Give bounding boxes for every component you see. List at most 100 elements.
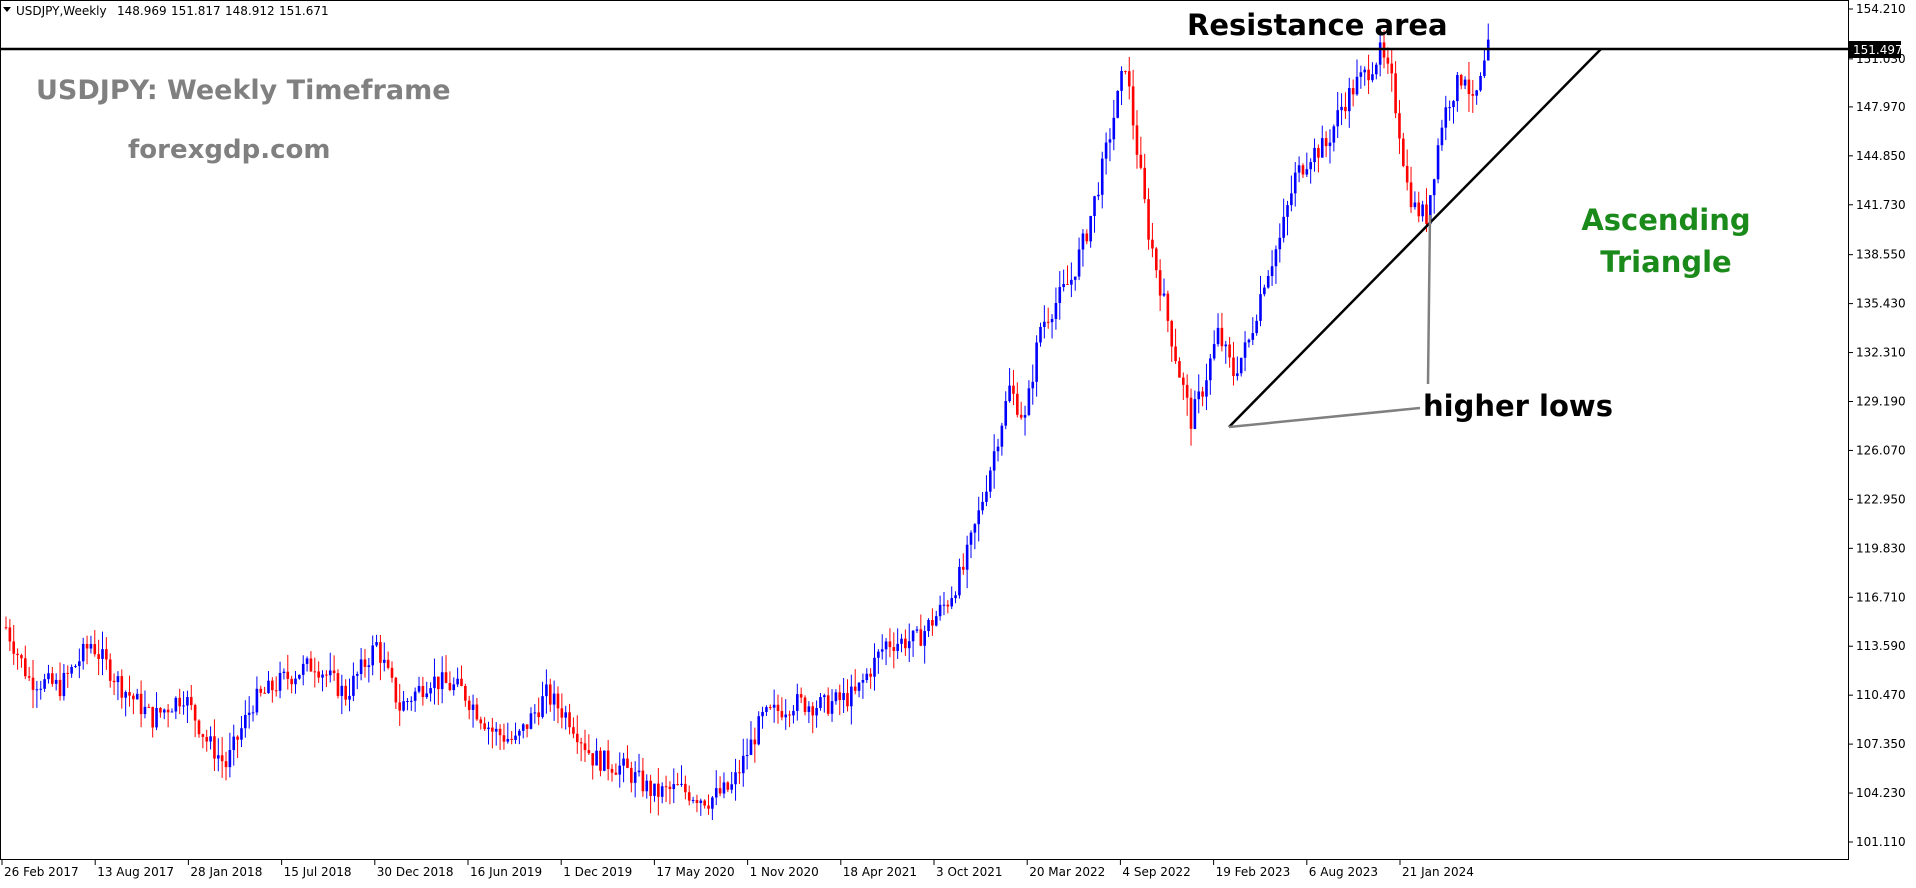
candle-body xyxy=(1286,205,1289,217)
x-tick-label: 20 Mar 2022 xyxy=(1029,865,1105,879)
candle-body xyxy=(1081,233,1085,250)
candle-body xyxy=(842,693,845,700)
candle-body xyxy=(892,647,896,651)
candle-body xyxy=(533,712,537,714)
symbol-dropdown-icon[interactable] xyxy=(3,7,11,12)
candle-body xyxy=(1459,74,1463,86)
candle-body xyxy=(1062,284,1065,288)
candle-body xyxy=(714,788,718,798)
candle-body xyxy=(1367,69,1370,81)
candle-body xyxy=(1236,373,1239,377)
candle-body xyxy=(417,686,421,692)
candle-body xyxy=(1039,326,1042,343)
candle-body xyxy=(8,627,12,642)
candle-body xyxy=(244,714,247,729)
candle-body xyxy=(189,697,193,706)
candle-body xyxy=(599,750,602,771)
candle-body xyxy=(240,728,243,740)
chart-title-watermark: USDJPY: Weekly Timeframe xyxy=(36,75,451,106)
candle-body xyxy=(1108,139,1112,143)
candle-body xyxy=(502,735,506,742)
candle-body xyxy=(43,679,46,689)
candle-body xyxy=(1278,237,1282,250)
candle-body xyxy=(108,659,112,681)
candle-body xyxy=(162,709,166,713)
candle-body xyxy=(1293,172,1297,194)
candle-body xyxy=(1432,179,1436,196)
y-tick-label: 141.730 xyxy=(1856,198,1906,212)
price-axis[interactable]: 154.210151.030147.970144.850141.730138.5… xyxy=(1848,2,1906,849)
y-tick-label: 135.430 xyxy=(1856,297,1906,311)
candle-body xyxy=(850,686,853,707)
candle-body xyxy=(711,797,714,809)
x-tick-label: 13 Aug 2017 xyxy=(97,865,174,879)
x-tick-label: 1 Nov 2020 xyxy=(750,865,819,879)
candle-body xyxy=(1452,101,1455,108)
candle-body xyxy=(1386,57,1390,64)
candle-body xyxy=(174,697,178,712)
ascending-support-trendline[interactable] xyxy=(1228,48,1602,428)
candle-body xyxy=(525,724,529,729)
candle-body xyxy=(290,678,293,685)
candle-body xyxy=(147,706,151,708)
candle-body xyxy=(251,712,255,714)
candle-body xyxy=(448,682,452,691)
candle-body xyxy=(969,532,973,545)
candle-body xyxy=(745,755,749,757)
candle-body xyxy=(989,470,992,492)
candle-body xyxy=(626,758,629,768)
candle-body xyxy=(823,695,826,698)
y-tick-label: 104.230 xyxy=(1856,786,1906,800)
candle-body xyxy=(880,649,884,652)
candle-body xyxy=(205,736,209,742)
candle-body xyxy=(62,672,66,697)
y-tick-label: 126.070 xyxy=(1856,443,1906,457)
candle-body xyxy=(336,673,340,696)
candle-body xyxy=(116,676,120,683)
candle-body xyxy=(583,743,587,751)
candle-body xyxy=(861,679,865,683)
candle-body xyxy=(1170,320,1174,347)
candle-body xyxy=(217,755,220,759)
candle-body xyxy=(900,638,903,644)
candle-body xyxy=(1332,126,1336,143)
candle-body xyxy=(896,643,899,651)
candle-body xyxy=(247,712,251,715)
y-tick-label: 138.550 xyxy=(1856,248,1906,262)
time-axis[interactable]: 26 Feb 2017 13 Aug 2017 28 Jan 2018 15 Jul … xyxy=(1,860,1474,879)
candle-body xyxy=(1336,110,1339,127)
candle-body xyxy=(471,704,475,710)
candle-body xyxy=(1046,321,1050,323)
candle-body xyxy=(1270,266,1274,276)
plot-area-frame xyxy=(0,0,1849,860)
candle-body xyxy=(47,673,50,680)
candle-body xyxy=(35,689,39,691)
candle-body xyxy=(267,680,270,694)
candle-body xyxy=(734,772,737,785)
candle-body xyxy=(1247,339,1251,343)
candle-body xyxy=(799,694,803,698)
candle-body xyxy=(1151,239,1154,249)
candle-body xyxy=(1019,414,1023,418)
candle-body xyxy=(703,800,706,806)
candle-body xyxy=(676,784,679,786)
candle-body xyxy=(1135,125,1139,155)
candle-body xyxy=(784,714,788,718)
candle-body xyxy=(1259,294,1262,321)
candle-body xyxy=(1344,106,1347,112)
candle-body xyxy=(633,772,637,783)
candle-body xyxy=(263,692,266,694)
x-tick-label: 4 Sep 2022 xyxy=(1122,865,1190,879)
candle-body xyxy=(294,678,297,685)
candle-body xyxy=(564,712,567,718)
candle-body xyxy=(193,705,197,721)
candle-body xyxy=(1390,63,1394,74)
candle-body xyxy=(1174,346,1177,362)
candle-body xyxy=(765,707,768,712)
candle-body xyxy=(1220,327,1224,347)
candle-body xyxy=(803,697,807,712)
candle-body xyxy=(1266,275,1270,288)
candle-body xyxy=(695,799,699,803)
candle-body xyxy=(927,620,930,632)
candle-body xyxy=(911,630,915,642)
